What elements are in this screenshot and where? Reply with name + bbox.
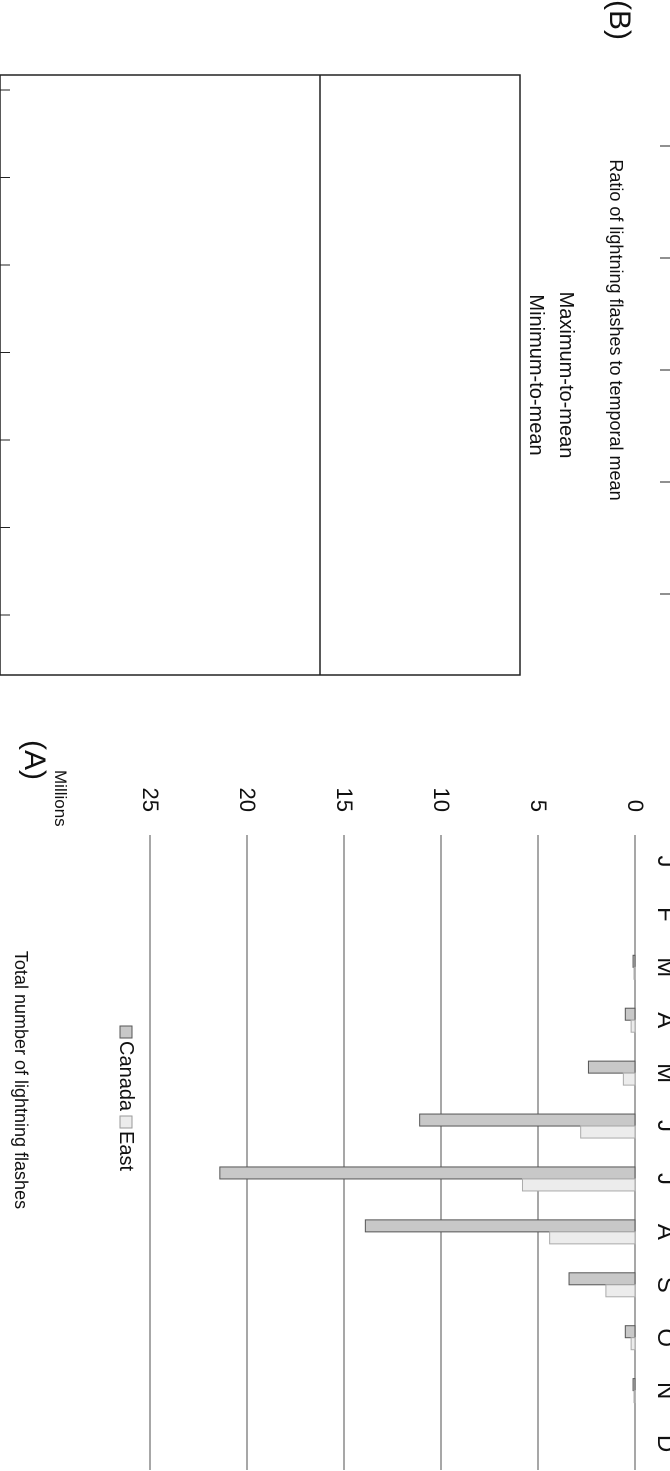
panel-b: (B) Ratio of lightning flashes to tempor… bbox=[0, 0, 670, 676]
bar-canada bbox=[568, 1272, 636, 1286]
xtick-label: F bbox=[652, 907, 670, 922]
bar-canada bbox=[624, 1325, 636, 1339]
ytick-label: 0 bbox=[623, 800, 648, 812]
bar-east bbox=[630, 1019, 636, 1033]
panel-b-frame bbox=[0, 74, 521, 676]
bar-canada bbox=[419, 1113, 636, 1127]
ytick-label: 5 bbox=[526, 800, 551, 812]
xtick-label: A bbox=[652, 1012, 670, 1028]
panel-a-yunit: Millions bbox=[51, 770, 70, 827]
panel-b-max-box: 246810 bbox=[660, 145, 670, 595]
panel-a-legend: Canada East bbox=[115, 1025, 137, 1171]
bar-east bbox=[521, 1178, 636, 1192]
legend-swatch-east bbox=[119, 1115, 133, 1129]
bar-east bbox=[580, 1125, 636, 1139]
panel-b-ylabel: Ratio of lightning flashes to temporal m… bbox=[606, 159, 626, 500]
ytick-label: 25 bbox=[138, 788, 163, 812]
bar-east bbox=[633, 966, 636, 980]
xtick-label: D bbox=[652, 1435, 670, 1452]
xtick-label: N bbox=[652, 1382, 670, 1399]
bar-east bbox=[622, 1072, 636, 1086]
xtick-label: S bbox=[652, 1277, 670, 1293]
panel-a-ytick-labels: 0 5 10 15 20 25 bbox=[138, 788, 648, 812]
ytick-label: 10 bbox=[429, 788, 454, 812]
panel-a-ylabel: Total number of lightning flashes bbox=[11, 951, 31, 1209]
xtick-label: J bbox=[652, 1120, 670, 1132]
bar-canada bbox=[219, 1166, 636, 1180]
panel-b-title-max: Maximum-to-mean bbox=[555, 292, 577, 459]
bar-canada bbox=[632, 1378, 636, 1392]
panel-a-gridlines bbox=[149, 835, 636, 1470]
panel-b-label: (B) bbox=[603, 0, 636, 40]
panel-b-min-box: 0.00.10.20.30.40.50.6 bbox=[0, 89, 10, 616]
xtick-label: O bbox=[652, 1328, 670, 1347]
panel-b-title-min: Minimum-to-mean bbox=[525, 294, 547, 455]
xtick-label: M bbox=[652, 1063, 670, 1083]
xtick-label: J bbox=[652, 1173, 670, 1185]
bar-east bbox=[630, 1337, 636, 1351]
ytick-label: 15 bbox=[332, 788, 357, 812]
panel-a-label: (A) bbox=[18, 740, 51, 780]
ytick-label: 20 bbox=[235, 788, 260, 812]
bar-canada bbox=[364, 1219, 636, 1233]
legend-swatch-canada bbox=[119, 1025, 133, 1039]
panel-a-bars bbox=[219, 954, 636, 1404]
bar-canada bbox=[587, 1060, 636, 1074]
bar-east bbox=[605, 1284, 636, 1298]
legend-label-canada: Canada bbox=[115, 1041, 137, 1112]
legend-label-east: East bbox=[115, 1131, 137, 1171]
bar-canada bbox=[632, 954, 636, 968]
bar-canada bbox=[624, 1007, 636, 1021]
bar-east bbox=[633, 1390, 636, 1404]
panel-a-xtick-labels: J F M A M J J A S O N D bbox=[652, 855, 670, 1452]
bar-east bbox=[549, 1231, 636, 1245]
xtick-label: M bbox=[652, 957, 670, 977]
panel-a: (A) Total number of lightning flashes Mi… bbox=[11, 740, 670, 1470]
xtick-label: A bbox=[652, 1224, 670, 1240]
xtick-label: J bbox=[652, 855, 670, 867]
